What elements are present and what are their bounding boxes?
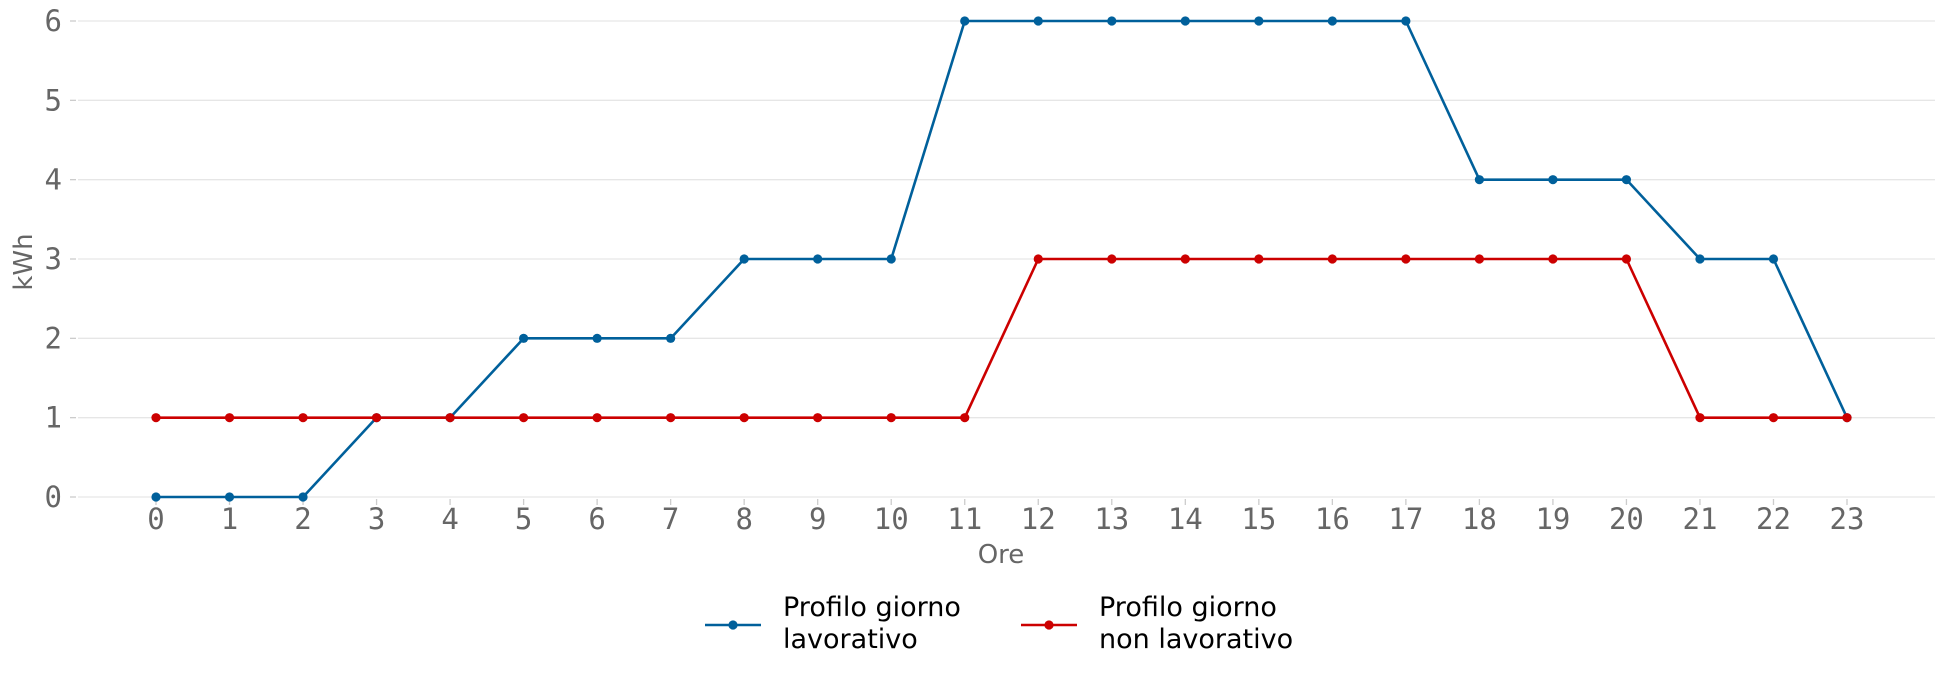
x-tick-label: 2	[294, 502, 311, 536]
x-tick-label: 10	[874, 502, 909, 536]
data-point	[1474, 175, 1484, 185]
x-tick-label: 23	[1830, 502, 1865, 536]
data-point	[1768, 413, 1779, 423]
data-point	[1695, 254, 1705, 264]
x-tick-label: 11	[947, 502, 982, 536]
x-tick-label: 3	[368, 502, 385, 536]
x-tick-label: 14	[1168, 502, 1203, 536]
data-point	[445, 413, 455, 423]
data-point	[519, 333, 529, 343]
legend-label: Profilo giorno	[1099, 592, 1277, 623]
x-tick-label: 16	[1315, 502, 1350, 536]
x-tick-label: 13	[1094, 502, 1129, 536]
data-point	[1842, 413, 1852, 423]
x-tick-label: 18	[1462, 502, 1497, 536]
data-point	[1621, 175, 1632, 185]
data-point	[1768, 254, 1779, 264]
x-tick-label: 0	[147, 502, 164, 536]
data-point	[151, 413, 161, 423]
x-tick-label: 12	[1021, 502, 1056, 536]
data-point	[1180, 16, 1190, 26]
data-point	[224, 492, 235, 502]
data-point	[1548, 254, 1558, 264]
data-point	[1327, 254, 1337, 264]
data-point	[886, 413, 896, 423]
data-point	[1401, 16, 1411, 26]
x-tick-label: 6	[588, 502, 605, 536]
data-point	[739, 413, 749, 423]
data-point	[813, 254, 823, 264]
data-point	[960, 413, 970, 423]
data-point	[813, 413, 823, 423]
y-axis-label: kWh	[9, 233, 39, 290]
data-point	[371, 413, 382, 423]
data-point	[1401, 254, 1411, 264]
data-point	[666, 413, 676, 423]
x-axis-ticks: 0 1 2 3 4 5 6 7 8 9 10 11 12 13 14 15 16 17 18 19 20 21 22 23	[147, 499, 1864, 536]
series-lines	[151, 16, 1852, 502]
x-tick-label: 9	[809, 502, 826, 536]
data-point	[1107, 254, 1117, 264]
series-line	[156, 257, 1847, 419]
data-point	[1033, 16, 1043, 26]
x-tick-label: 17	[1388, 502, 1423, 536]
x-tick-label: 22	[1756, 502, 1791, 536]
series-2	[151, 254, 1852, 423]
data-point	[1033, 254, 1043, 264]
legend-label: Profilo giorno	[783, 592, 961, 623]
data-point	[1621, 254, 1632, 264]
x-axis-label: Ore	[978, 540, 1025, 570]
legend-label: lavorativo	[783, 624, 918, 655]
data-point	[1695, 413, 1705, 423]
data-point	[151, 492, 161, 502]
y-tick-label: 5	[45, 83, 62, 117]
gridlines	[78, 20, 1935, 498]
data-point	[739, 254, 749, 264]
data-point	[224, 413, 235, 423]
data-point	[592, 413, 602, 423]
x-tick-label: 21	[1682, 502, 1717, 536]
data-point	[1107, 16, 1117, 26]
x-tick-label: 7	[662, 502, 679, 536]
legend-swatch-marker	[1044, 620, 1054, 630]
x-tick-label: 20	[1609, 502, 1644, 536]
data-point	[298, 413, 308, 423]
data-point	[666, 333, 676, 343]
data-point	[1254, 16, 1264, 26]
data-point	[519, 413, 529, 423]
x-tick-label: 15	[1241, 502, 1276, 536]
y-tick-label: 3	[45, 242, 62, 276]
data-point	[1327, 16, 1337, 26]
y-tick-label: 0	[45, 480, 62, 514]
data-point	[1548, 175, 1558, 185]
legend-label: non lavorativo	[1099, 624, 1293, 655]
data-point	[592, 333, 602, 343]
x-tick-label: 4	[441, 502, 458, 536]
x-tick-label: 1	[221, 502, 238, 536]
y-tick-label: 4	[45, 163, 62, 197]
data-point	[1474, 254, 1484, 264]
data-point	[886, 254, 896, 264]
y-tick-label: 1	[45, 401, 62, 435]
data-point	[960, 16, 970, 26]
legend-swatch-marker	[728, 620, 738, 630]
data-point	[1254, 254, 1264, 264]
x-tick-label: 8	[735, 502, 752, 536]
data-point	[298, 492, 308, 502]
y-tick-label: 6	[45, 4, 62, 38]
data-point	[1180, 254, 1190, 264]
x-tick-label: 19	[1535, 502, 1570, 536]
x-tick-label: 5	[515, 502, 532, 536]
y-axis-ticks: 0 1 2 3 4 5 6	[45, 4, 76, 514]
y-tick-label: 2	[45, 321, 62, 355]
